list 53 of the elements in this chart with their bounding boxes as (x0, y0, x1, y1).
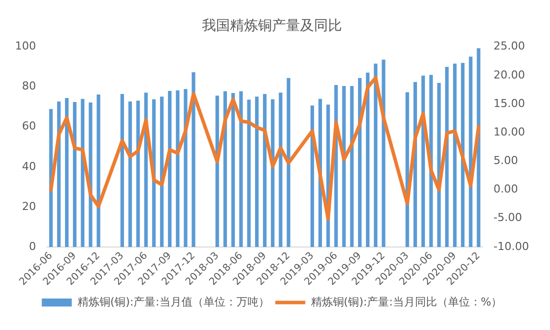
bar (239, 91, 243, 247)
legend-label: 精炼铜(铜):产量:当月值（单位：万吨） (77, 295, 270, 308)
chart-title: 我国精炼铜产量及同比 (202, 18, 342, 34)
bar (382, 60, 386, 247)
bar (192, 72, 196, 247)
bar (437, 82, 441, 247)
bar (366, 72, 370, 247)
y-tick-label: 60 (22, 120, 36, 133)
bar (278, 92, 282, 247)
bar (72, 102, 76, 247)
bar (247, 100, 251, 247)
bar (286, 78, 290, 247)
bar (262, 94, 267, 247)
bar (374, 64, 378, 247)
y2-tick-label: 15.00 (494, 96, 526, 110)
bar (223, 91, 227, 247)
legend-label: 精炼铜(铜):产量:当月同比（单位：%） (310, 295, 502, 308)
y-tick-label: 80 (22, 80, 36, 93)
bar (342, 86, 346, 247)
y-tick-label: 40 (22, 160, 36, 173)
y2-tick-label: 0.00 (494, 182, 518, 196)
bar (96, 94, 100, 247)
y2-tick-label: -5.00 (494, 211, 522, 224)
bar (176, 90, 180, 247)
bar (184, 89, 188, 247)
bar (65, 98, 69, 247)
bar (310, 105, 314, 247)
y2-tick-label: 10.00 (494, 125, 526, 138)
bar (255, 96, 259, 247)
y-tick-label: 0 (28, 240, 36, 253)
bar (80, 98, 84, 247)
bar (215, 96, 220, 247)
bar (88, 102, 92, 247)
bar (358, 78, 362, 247)
bar (350, 86, 354, 247)
bar (460, 62, 465, 247)
y-tick-label: 100 (14, 40, 36, 53)
y2-tick-label: 5.00 (494, 154, 518, 168)
y2-tick-label: 20.00 (494, 68, 526, 82)
bar (468, 56, 472, 247)
bar (476, 48, 480, 247)
bar (128, 101, 132, 247)
bar (445, 66, 449, 247)
bar (453, 64, 457, 247)
bar (160, 96, 164, 247)
bar (136, 100, 140, 247)
y2-tick-label: 25.00 (494, 40, 526, 53)
y2-tick-label: -10.00 (494, 240, 530, 253)
bar (120, 94, 124, 247)
bar (168, 90, 172, 247)
bar (270, 99, 274, 247)
y-tick-label: 20 (22, 200, 36, 213)
bar (231, 93, 235, 247)
